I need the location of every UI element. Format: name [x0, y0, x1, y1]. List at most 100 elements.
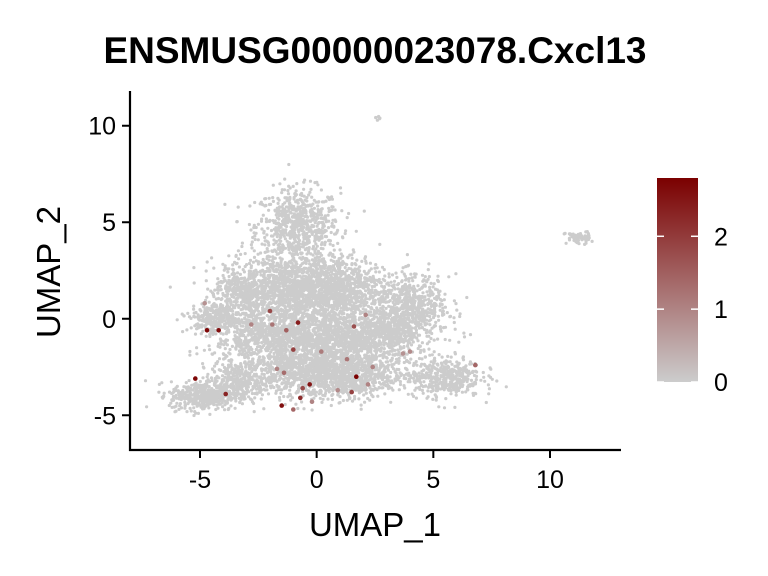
background-cell-620: [291, 228, 295, 232]
background-cell-658: [285, 239, 289, 243]
background-cell-2248: [339, 274, 343, 278]
background-cell-4318: [247, 348, 251, 352]
background-cell-1497: [213, 288, 217, 292]
background-cell-4373: [195, 352, 199, 356]
background-cell-3614: [237, 349, 242, 353]
background-cell-1332: [263, 276, 267, 280]
background-cell-112: [327, 206, 331, 210]
background-cell-291: [266, 226, 270, 230]
background-cell-2661: [298, 299, 303, 303]
background-cell-260: [333, 208, 337, 212]
background-cell-4284: [237, 322, 241, 326]
background-cell-1311: [269, 265, 273, 269]
background-cell-2620: [328, 267, 332, 271]
background-cell-3108: [189, 326, 193, 330]
background-cell-4376: [207, 344, 211, 348]
background-cell-1910: [378, 302, 382, 307]
background-cell-4002: [210, 352, 215, 356]
background-cell-2627: [298, 286, 302, 290]
background-cell-4237: [250, 315, 254, 319]
background-cell-30: [310, 195, 314, 199]
background-cell-2748: [262, 290, 266, 294]
background-cell-4313: [245, 351, 249, 355]
background-cell-4229: [278, 338, 283, 342]
background-cell-1129: [279, 246, 283, 250]
background-cell-685: [299, 220, 303, 224]
background-cell-4216: [232, 330, 237, 334]
background-cell-4061: [244, 336, 248, 340]
background-cell-1687: [204, 279, 208, 283]
background-cell-536: [278, 182, 282, 186]
background-cell-2576: [402, 272, 406, 276]
background-cell-4403: [282, 338, 286, 342]
background-cell-515: [291, 246, 295, 250]
background-cell-627: [305, 199, 309, 203]
background-cell-3936: [199, 332, 203, 336]
background-cell-2560: [359, 273, 363, 277]
background-cell-482: [249, 228, 253, 232]
background-cell-866: [256, 260, 261, 264]
background-cell-4763: [341, 295, 345, 299]
background-cell-4335: [256, 336, 260, 341]
background-cell-4374: [276, 344, 280, 348]
background-cell-2696: [317, 284, 321, 288]
background-cell-4368: [294, 317, 298, 321]
background-cell-1761: [227, 254, 231, 258]
background-cell-1517: [309, 252, 313, 256]
background-cell-4109: [294, 307, 298, 312]
background-cell-2702: [252, 269, 256, 273]
background-cell-4151: [286, 309, 290, 313]
background-cell-1333: [296, 243, 300, 247]
background-cell-1356: [216, 291, 220, 295]
background-cell-159: [250, 240, 254, 244]
background-cell-2619: [337, 269, 341, 274]
background-cell-594: [285, 199, 289, 203]
background-cell-1622: [210, 256, 214, 260]
background-cell-2465: [310, 283, 314, 287]
background-cell-4286: [247, 308, 251, 312]
background-cell-971: [265, 250, 269, 254]
background-cell-4721: [339, 306, 343, 310]
background-cell-4894: [339, 325, 343, 329]
background-cell-4058: [248, 339, 252, 343]
background-cell-2854: [253, 274, 257, 278]
background-cell-4402: [314, 295, 318, 299]
background-cell-4471: [360, 296, 364, 301]
background-cell-776: [247, 261, 252, 266]
background-cell-3421: [316, 304, 320, 308]
background-cell-4369: [249, 333, 253, 337]
background-cell-3891: [223, 326, 227, 330]
background-cell-2228: [333, 268, 337, 272]
background-cell-3159: [226, 299, 230, 303]
background-cell-2985: [235, 292, 239, 296]
background-cell-4090: [239, 346, 243, 350]
background-cell-2136: [287, 269, 291, 273]
background-cell-186: [332, 248, 336, 252]
background-cell-415: [287, 184, 291, 188]
background-cell-475: [297, 246, 301, 250]
background-cell-1743: [289, 280, 293, 284]
background-cell-2043: [277, 312, 281, 316]
background-cell-674: [294, 189, 298, 193]
background-cell-443: [249, 243, 253, 247]
background-cell-4964: [279, 314, 283, 318]
background-cell-2483: [317, 290, 321, 294]
background-cell-3260: [229, 301, 233, 305]
background-cell-2541: [302, 287, 306, 291]
background-cell-2621: [320, 294, 324, 298]
background-cell-2367: [291, 281, 295, 285]
background-cell-557: [311, 247, 315, 251]
background-cell-615: [289, 225, 293, 229]
background-cell-1879: [268, 280, 273, 284]
background-cell-455: [263, 243, 267, 247]
background-cell-526: [311, 224, 316, 228]
background-cell-4241: [277, 304, 281, 308]
background-cell-160: [260, 217, 264, 221]
background-cell-4162: [247, 298, 251, 302]
background-cell-287: [316, 183, 320, 187]
background-cell-1650: [237, 305, 241, 309]
background-cell-2585: [366, 271, 370, 275]
background-cell-2763: [264, 282, 268, 286]
background-cell-1638: [318, 255, 322, 259]
background-cell-665: [306, 224, 310, 228]
